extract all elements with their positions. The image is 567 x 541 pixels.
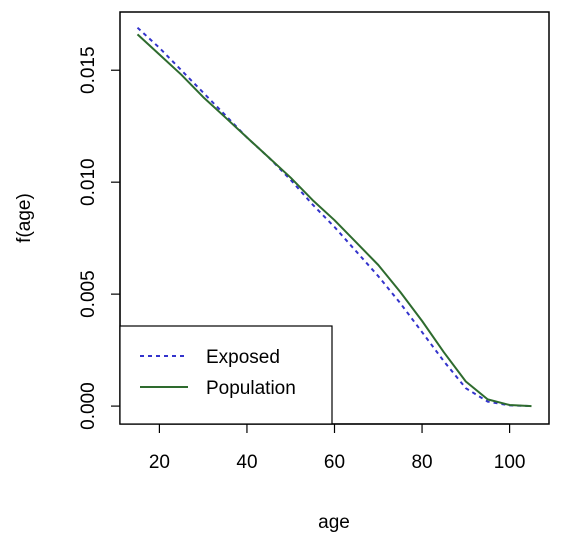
x-tick-label-40: 40 (236, 452, 257, 473)
series-layer (136, 26, 532, 408)
x-axis-label: age (318, 512, 350, 533)
series-line-exposed (136, 26, 532, 408)
y-tick-label-0.010: 0.010 (78, 158, 99, 206)
legend-label-population: Population (206, 378, 296, 399)
legend-label-exposed: Exposed (206, 347, 280, 368)
y-axis: 0.000 0.005 0.010 0.015 (78, 46, 121, 430)
x-tick-label-100: 100 (494, 452, 526, 473)
x-tick-label-80: 80 (411, 452, 432, 473)
y-axis-label: f(age) (14, 193, 35, 243)
y-tick-label-0.000: 0.000 (78, 382, 99, 430)
legend-box (119, 325, 333, 425)
legend: Exposed Population (119, 325, 333, 425)
x-tick-label-60: 60 (324, 452, 345, 473)
x-tick-label-20: 20 (149, 452, 170, 473)
y-tick-label-0.005: 0.005 (78, 270, 99, 318)
series-line-population (136, 33, 532, 408)
y-tick-label-0.015: 0.015 (78, 46, 99, 94)
x-axis: 20 40 60 80 100 (149, 423, 526, 473)
